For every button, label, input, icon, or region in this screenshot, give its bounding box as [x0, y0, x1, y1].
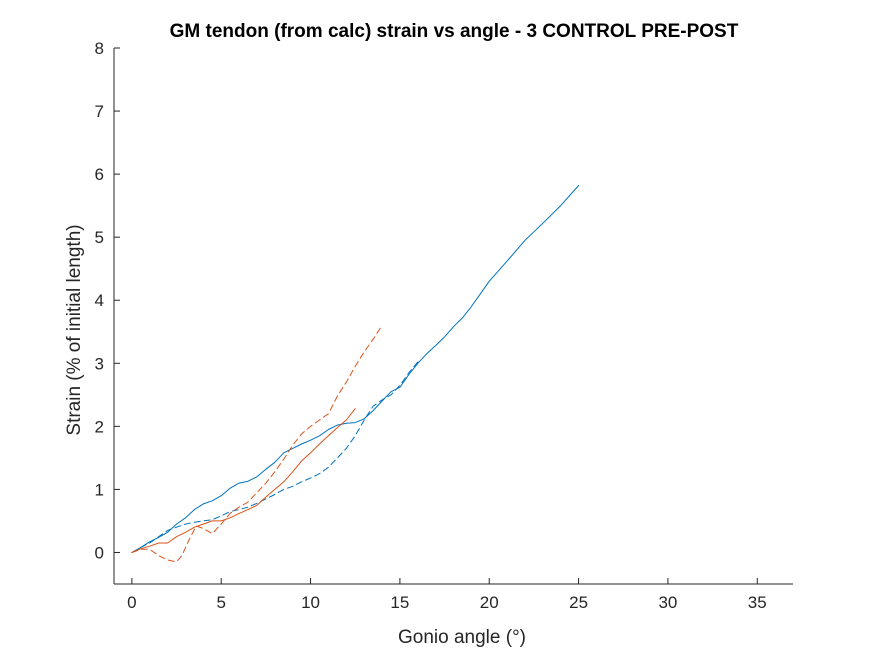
- x-tick-label: 30: [658, 593, 677, 612]
- x-tick-label: 35: [748, 593, 767, 612]
- y-tick-label: 8: [95, 39, 104, 58]
- chart-title: GM tendon (from calc) strain vs angle - …: [170, 21, 739, 42]
- x-tick-label: 0: [127, 593, 136, 612]
- y-tick-label: 1: [95, 480, 104, 499]
- x-tick-label: 15: [390, 593, 409, 612]
- x-axis-label: Gonio angle (°): [398, 627, 526, 648]
- plot-area: [131, 185, 580, 563]
- x-tick-label: 20: [480, 593, 499, 612]
- series-line-2: [131, 361, 419, 553]
- series-line-4: [131, 325, 383, 563]
- y-tick-label: 6: [95, 165, 104, 184]
- y-tick-label: 5: [95, 228, 104, 247]
- x-tick-label: 25: [569, 593, 588, 612]
- y-tick-label: 7: [95, 102, 104, 121]
- series-line-3: [131, 408, 356, 553]
- y-tick-label: 3: [95, 354, 104, 373]
- y-tick-label: 4: [95, 291, 104, 310]
- series-line-1: [131, 185, 580, 553]
- x-tick-label: 5: [216, 593, 225, 612]
- x-tick-label: 10: [301, 593, 320, 612]
- y-tick-label: 2: [95, 417, 104, 436]
- y-tick-label: 0: [95, 543, 104, 562]
- y-axis-label: Strain (% of initial length): [64, 224, 85, 435]
- axes: 0 5 10 15 20 25 30 35 0 1 2 3 4 5 6 7 8: [95, 39, 793, 612]
